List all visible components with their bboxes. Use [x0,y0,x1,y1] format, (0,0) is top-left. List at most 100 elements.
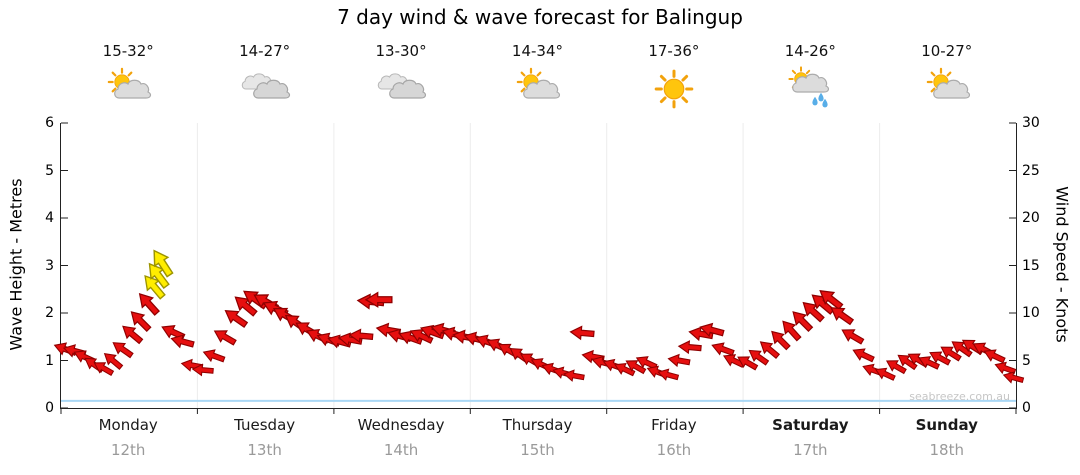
watermark: seabreeze.com.au [909,390,1010,403]
weather-icon-cell [606,60,742,120]
wind-arrow-chart [53,122,1025,414]
wind-arrow [635,356,658,370]
wind-tick-label: 0 [1022,400,1031,416]
left-axis-label: Wave Height - Metres [6,178,26,351]
day-name: Monday [98,416,158,434]
weather-icon-cell [60,60,196,120]
wind-arrow [830,307,855,326]
temp-range: 14-27° [239,42,291,60]
weather-icon-cell [742,60,878,120]
wind-tick-label: 20 [1022,210,1040,226]
wind-arrow [983,349,1006,364]
day-name: Wednesday [357,416,445,434]
wind-arrow [625,360,647,375]
plot-area: seabreeze.com.au [53,122,1025,414]
wind-arrow [348,328,374,344]
day-date: 15th [520,441,555,459]
wind-arrow [112,342,134,359]
wind-arrow [138,293,160,316]
right-axis-label: Wind Speed - Knots [1052,186,1072,343]
date-labels-row: 12th 13th 14th 15th 16th 17th 18th [60,441,1015,459]
showers-icon [781,64,839,116]
temps-row: 15-32° 14-27° 13-30° 14-34° 17-36° 14-26° 10-2… [60,42,1015,60]
wind-arrow [759,341,781,359]
wind-arrow [93,362,115,377]
wind-arrow [213,330,237,346]
day-name: Friday [651,416,697,434]
weather-icon-cell [196,60,332,120]
weather-icon-cell [333,60,469,120]
partly-cloudy-icon [508,64,566,116]
wind-arrow [940,346,962,362]
wind-arrow [737,356,759,371]
wind-arrow [951,341,973,358]
wind-tick-label: 25 [1022,162,1040,179]
wind-arrow [409,328,434,344]
weather-icon-cell [469,60,605,120]
wind-arrow [657,368,680,381]
wind-tick-label: 30 [1022,115,1040,131]
wind-arrow [614,362,636,377]
wind-arrow [929,351,951,366]
icons-row [60,60,1015,120]
wind-arrow [918,356,940,370]
wind-arrow [103,352,124,370]
temp-range: 17-36° [648,42,700,60]
wind-arrow [191,363,214,377]
temp-range: 14-34° [511,42,564,60]
wind-arrow [699,322,725,338]
wind-arrow [994,361,1017,375]
temp-range: 15-32° [102,42,154,60]
wind-arrow [130,311,152,333]
temp-range: 10-27° [921,42,973,60]
cloudy-icon [372,64,430,116]
weather-icon-cell [879,60,1015,120]
wind-arrow [677,340,702,355]
day-name: Tuesday [234,416,296,434]
day-name: Thursday [502,416,573,434]
temp-range: 14-26° [784,42,836,60]
temp-range: 13-30° [375,42,427,60]
wave-tick-label: 0 [45,400,54,416]
day-date: 14th [383,441,419,459]
wind-arrow [224,310,249,329]
wind-arrow [364,291,393,308]
wind-arrow [802,301,825,323]
day-labels-row: Monday Tuesday Wednesday Thursday Friday Satu… [60,416,1015,434]
wind-arrow [148,262,170,290]
wind-arrow [885,360,907,375]
wave-tick-label: 3 [45,257,54,274]
wind-arrow [819,290,844,311]
wind-arrow [202,349,226,363]
cloudy-icon [236,64,294,116]
wind-arrow [782,320,802,342]
wind-tick-label: 15 [1022,257,1040,274]
wind-arrow [748,349,770,366]
day-date: 16th [656,441,692,459]
wind-arrow [792,311,814,333]
day-date: 17th [793,441,828,459]
wave-tick-label: 5 [45,162,54,179]
partly-cloudy-icon [918,64,976,116]
wind-arrow [667,353,691,368]
wind-arrow [897,354,918,371]
day-date: 18th [929,441,964,459]
wind-arrow [153,249,174,278]
wind-arrow [874,367,896,381]
wind-arrow [170,334,195,349]
partly-cloudy-icon [99,64,157,116]
wave-tick-label: 6 [45,115,54,131]
wind-arrow [771,330,791,351]
wind-arrow [841,329,865,345]
wave-tick-label: 1 [45,352,54,369]
day-date: 13th [247,441,282,459]
wind-tick-label: 10 [1022,305,1040,321]
wave-tick-label: 2 [45,305,54,321]
sunny-icon [645,64,703,116]
wind-arrow [122,325,144,345]
day-name: Sunday [915,416,978,434]
wind-tick-label: 5 [1022,352,1031,369]
wind-arrow [852,348,875,363]
wind-arrow [569,325,595,341]
wind-arrow [711,342,735,356]
